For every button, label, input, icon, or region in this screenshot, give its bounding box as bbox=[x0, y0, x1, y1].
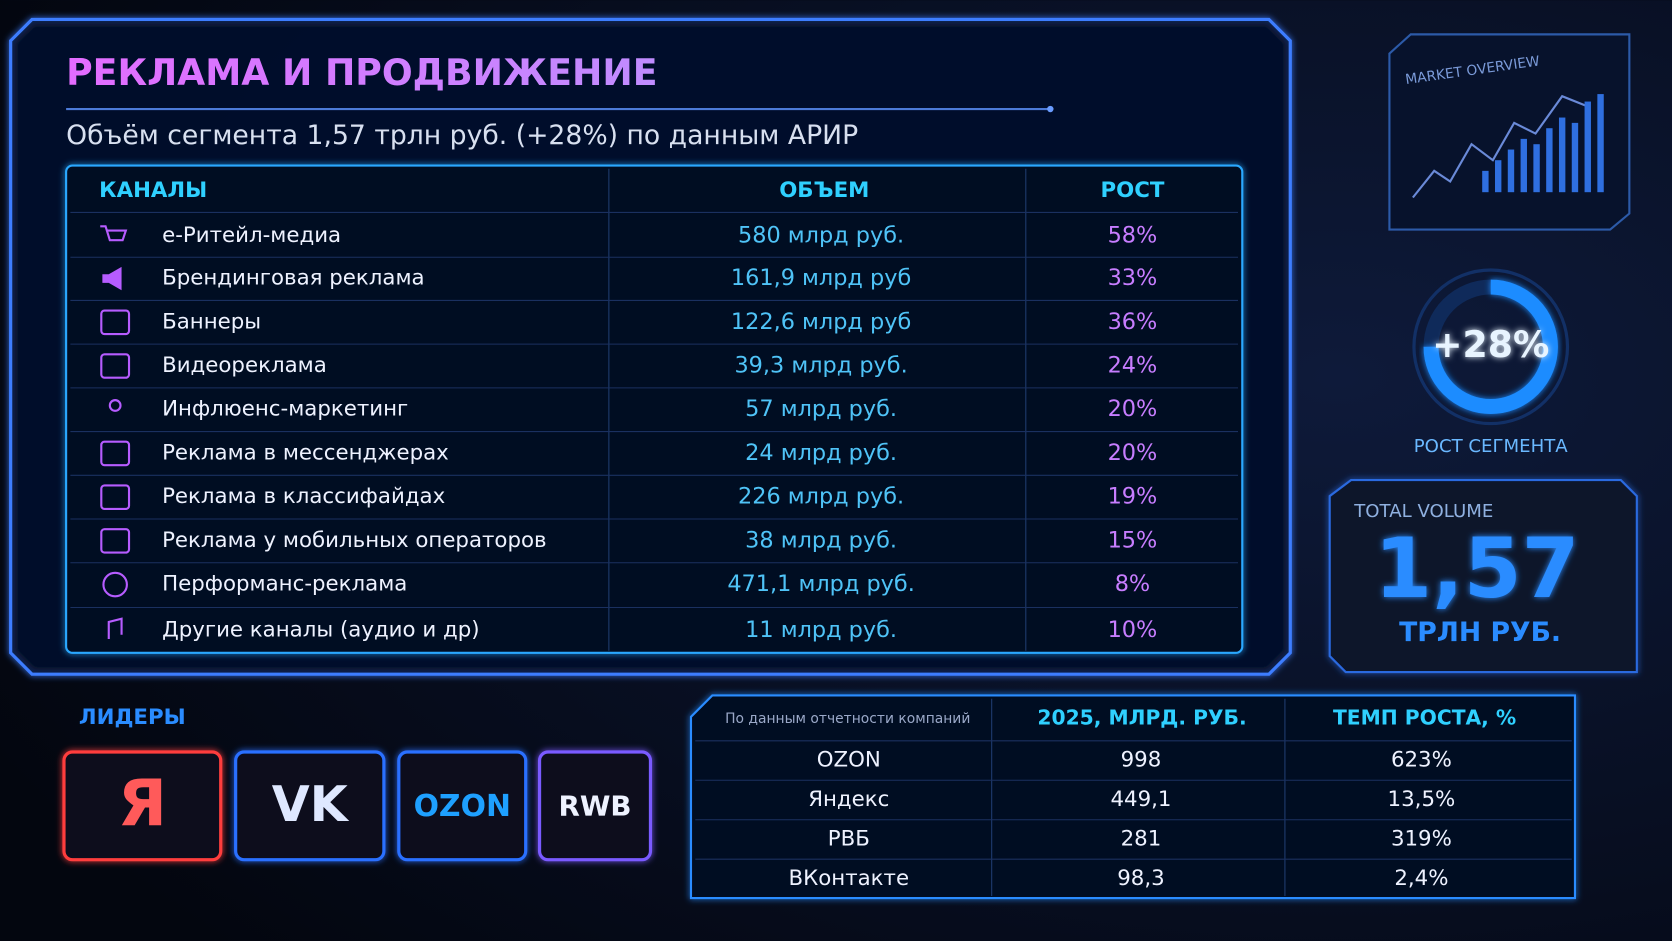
company-cell: 449,1 bbox=[1110, 787, 1171, 812]
logo-box bbox=[537, 750, 653, 862]
icon bbox=[100, 309, 131, 336]
gauge-arc bbox=[1423, 279, 1558, 414]
total-panel bbox=[1328, 479, 1638, 674]
divider-dot bbox=[1047, 105, 1054, 113]
company-cell: 98,3 bbox=[1117, 866, 1164, 891]
icon bbox=[100, 440, 131, 467]
channel-volume: 122,6 млрд руб bbox=[731, 309, 911, 335]
channel-growth: 8% bbox=[1115, 571, 1151, 597]
market-bars bbox=[1482, 94, 1604, 193]
icon bbox=[100, 528, 131, 554]
icon bbox=[108, 399, 122, 412]
channel-growth: 20% bbox=[1108, 440, 1158, 466]
company-cell: 623% bbox=[1391, 748, 1452, 773]
column-header: КАНАЛЫ bbox=[99, 178, 207, 203]
channel-volume: 39,3 млрд руб. bbox=[734, 353, 907, 379]
table-note: По данным отчетности компаний bbox=[725, 711, 970, 727]
company-cell: 2,4% bbox=[1394, 866, 1448, 891]
channel-growth: 19% bbox=[1108, 484, 1158, 510]
total-label: TOTAL VOLUME bbox=[1353, 501, 1493, 522]
column-header: РОСТ bbox=[1100, 178, 1164, 203]
company-cell: 319% bbox=[1391, 826, 1452, 851]
channel-name: Перформанс-реклама bbox=[162, 572, 407, 597]
companies-table bbox=[689, 694, 1577, 900]
title: РЕКЛАМА И ПРОДВИЖЕНИЕ bbox=[66, 51, 657, 94]
company-cell: ВКонтакте bbox=[788, 866, 909, 891]
channel-volume: 580 млрд руб. bbox=[738, 222, 904, 248]
company-cell: 998 bbox=[1121, 748, 1162, 773]
logo: OZON bbox=[414, 789, 511, 824]
column-header: 2025, МЛРД. РУБ. bbox=[1037, 705, 1246, 729]
company-cell: 281 bbox=[1121, 826, 1162, 851]
logo-box bbox=[234, 750, 386, 862]
channel-name: е-Ритейл-медиа bbox=[162, 223, 341, 248]
company-cell: 13,5% bbox=[1388, 787, 1456, 812]
logo-box bbox=[397, 750, 528, 862]
channel-growth: 24% bbox=[1108, 353, 1158, 379]
channel-name: Инфлюенс-маркетинг bbox=[162, 397, 408, 422]
channel-name: Брендинговая реклама bbox=[162, 266, 425, 291]
channel-growth: 15% bbox=[1108, 527, 1158, 553]
logo: RWB bbox=[558, 789, 631, 822]
channel-growth: 58% bbox=[1108, 222, 1158, 248]
company-cell: OZON bbox=[817, 748, 881, 773]
channel-name: Баннеры bbox=[162, 309, 261, 334]
total-unit: ТРЛН РУБ. bbox=[1399, 617, 1561, 648]
column-header: ОБЪЕМ bbox=[779, 178, 869, 203]
column-header: ТЕМП РОСТА, % bbox=[1333, 705, 1516, 729]
leaders-title: ЛИДЕРЫ bbox=[79, 705, 186, 730]
subtitle: Объём сегмента 1,57 трлн руб. (+28%) по … bbox=[66, 120, 858, 151]
logo: VK bbox=[272, 775, 350, 833]
channel-volume: 471,1 млрд руб. bbox=[727, 571, 915, 597]
icon bbox=[100, 225, 128, 242]
growth-badge: +28% bbox=[1432, 323, 1549, 366]
company-cell: РВБ bbox=[828, 826, 870, 851]
icon bbox=[102, 266, 122, 291]
channel-growth: 33% bbox=[1108, 265, 1158, 291]
icon bbox=[102, 571, 128, 598]
icon bbox=[100, 484, 131, 510]
channel-growth: 10% bbox=[1108, 617, 1158, 643]
channels-table bbox=[65, 164, 1244, 654]
company-cell: Яндекс bbox=[808, 787, 889, 812]
channel-volume: 24 млрд руб. bbox=[745, 440, 897, 466]
channel-volume: 57 млрд руб. bbox=[745, 396, 897, 422]
growth-caption: РОСТ СЕГМЕНТА bbox=[1414, 436, 1569, 457]
icon bbox=[100, 353, 131, 379]
total-value: 1,57 bbox=[1374, 520, 1579, 617]
channel-name: Другие каналы (аудио и др) bbox=[162, 617, 479, 642]
channel-name: Реклама в классифайдах bbox=[162, 484, 445, 509]
channel-growth: 20% bbox=[1108, 396, 1158, 422]
market-line bbox=[1412, 94, 1590, 199]
gauge-outer bbox=[1412, 268, 1570, 426]
channel-name: Видеореклама bbox=[162, 353, 327, 378]
logo: Я bbox=[118, 767, 167, 841]
channel-name: Реклама в мессенджерах bbox=[162, 440, 449, 465]
logo-box bbox=[62, 750, 223, 862]
channel-volume: 161,9 млрд руб bbox=[731, 265, 911, 291]
channel-growth: 36% bbox=[1108, 309, 1158, 335]
channel-name: Реклама у мобильных операторов bbox=[162, 528, 547, 553]
channel-volume: 226 млрд руб. bbox=[738, 484, 904, 510]
channel-volume: 38 млрд руб. bbox=[745, 527, 897, 553]
channel-volume: 11 млрд руб. bbox=[745, 617, 897, 643]
icon bbox=[107, 617, 123, 639]
